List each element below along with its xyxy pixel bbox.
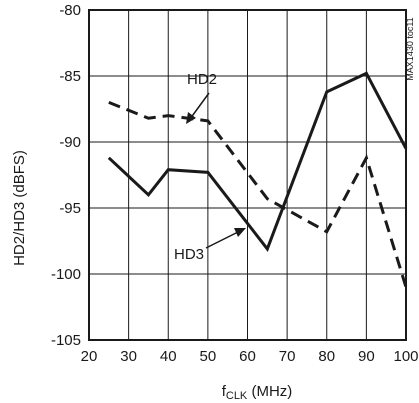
x-tick-label: 40 (160, 348, 177, 365)
x-tick-label: 70 (279, 348, 296, 365)
hd2-annotation-arrow (189, 92, 210, 120)
hd3-annotation-label: HD3 (174, 246, 204, 263)
x-tick-label: 80 (318, 348, 335, 365)
x-tick-label: 90 (358, 348, 375, 365)
y-tick-label: -80 (59, 2, 81, 19)
hd2-series-line (108, 101, 408, 288)
x-tick-labels: 20 30 40 50 60 70 80 90 100 (81, 348, 419, 365)
data-series (107, 71, 408, 288)
hd2-arrowhead (186, 112, 196, 124)
x-tick-label: 20 (81, 348, 98, 365)
gridlines (88, 9, 407, 341)
x-axis-label: fCLK (MHz) (222, 383, 293, 402)
x-axis-label-unit: (MHz) (247, 383, 292, 400)
hd3-arrowhead (234, 228, 246, 237)
y-tick-label: -95 (59, 200, 81, 217)
hd3-annotation-arrow (205, 231, 239, 249)
x-axis-label-main: f (222, 383, 227, 400)
hd2-annotation: HD2 (186, 71, 217, 124)
x-tick-label: 50 (200, 348, 217, 365)
y-tick-label: -85 (59, 68, 81, 85)
y-tick-label: -105 (51, 332, 81, 349)
hd3-series-line (107, 71, 408, 252)
x-tick-label: 60 (239, 348, 256, 365)
hd2-annotation-label: HD2 (187, 71, 217, 88)
y-tick-labels: -80 -85 -90 -95 -100 -105 (51, 2, 81, 349)
x-axis-label-subscript: CLK (226, 390, 248, 402)
y-axis-label: HD2/HD3 (dBFS) (11, 150, 28, 266)
figure-code: MAX1430 toc11 (405, 17, 415, 80)
y-tick-label: -90 (59, 134, 81, 151)
plot-frame (88, 9, 407, 341)
hd3-annotation: HD3 (174, 228, 246, 263)
y-tick-label: -100 (51, 266, 81, 283)
x-tick-label: 100 (393, 348, 418, 365)
x-tick-label: 30 (120, 348, 137, 365)
